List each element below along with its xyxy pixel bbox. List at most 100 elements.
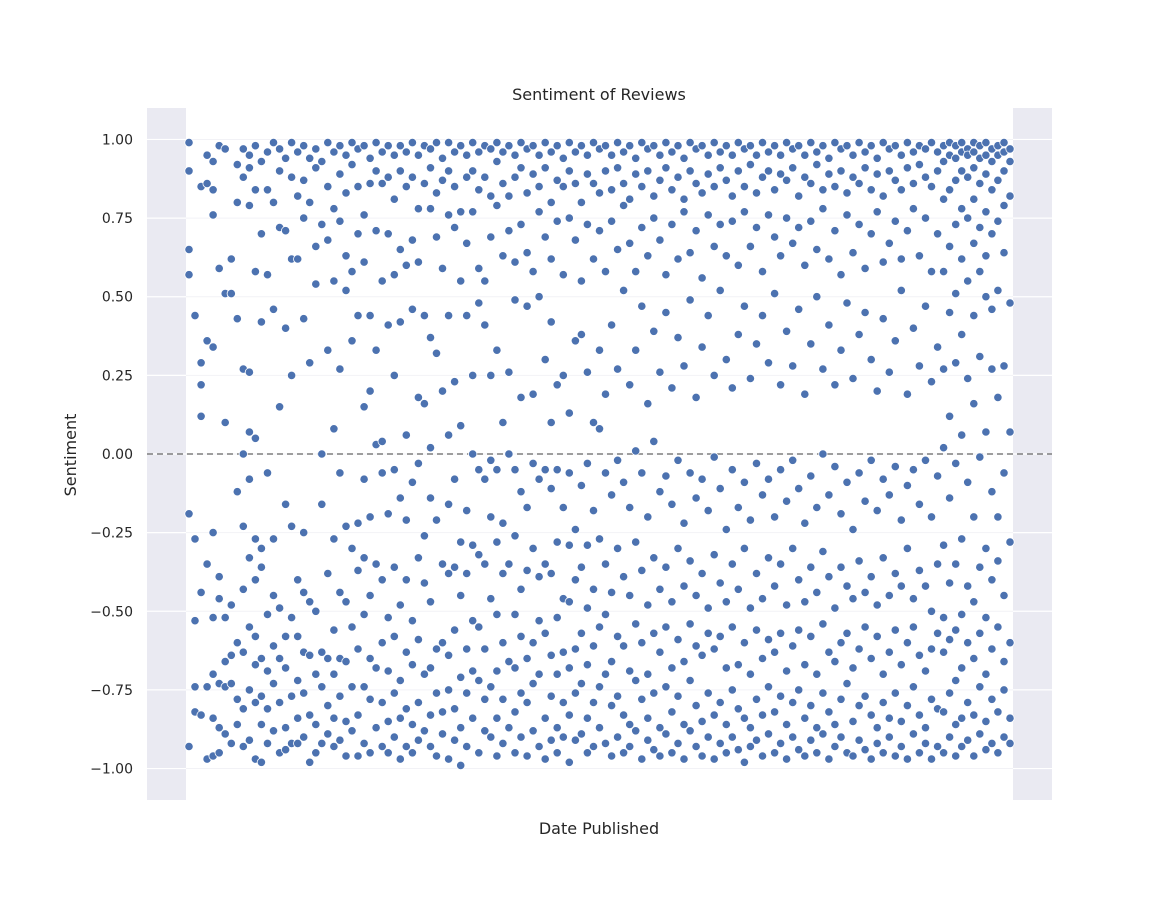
data-point: [456, 207, 466, 217]
data-point: [951, 288, 961, 299]
data-point: [564, 408, 574, 418]
data-point: [709, 710, 719, 720]
data-point: [612, 455, 623, 465]
data-point: [341, 285, 351, 295]
data-point: [685, 248, 695, 258]
data-point: [757, 490, 768, 500]
data-point: [818, 449, 828, 459]
data-point: [359, 553, 369, 563]
data-point: [957, 534, 967, 544]
data-point: [824, 169, 834, 179]
data-point: [407, 719, 417, 730]
data-point: [890, 625, 900, 635]
data-point: [323, 182, 333, 192]
data-point: [709, 644, 719, 654]
data-point: [751, 188, 762, 198]
data-point: [220, 656, 230, 667]
data-point: [830, 719, 840, 730]
data-point: [371, 559, 381, 569]
data-point: [661, 138, 671, 148]
data-point: [763, 634, 774, 645]
data-point: [250, 575, 260, 585]
data-point: [975, 628, 985, 638]
data-point: [425, 741, 436, 752]
data-point: [739, 713, 750, 723]
data-point: [498, 568, 508, 579]
data-point: [769, 232, 780, 242]
data-point: [540, 465, 550, 475]
data-point: [794, 141, 804, 151]
data-point: [655, 751, 665, 761]
data-point: [474, 465, 484, 475]
data-point: [848, 594, 858, 604]
data-point: [830, 741, 840, 752]
data-point: [377, 147, 387, 157]
data-point: [353, 518, 363, 528]
data-point: [184, 166, 194, 176]
data-point: [896, 515, 906, 525]
data-point: [600, 738, 611, 749]
data-point: [938, 443, 949, 453]
data-point: [413, 204, 423, 214]
data-point: [413, 553, 423, 563]
data-point: [920, 301, 931, 311]
data-point: [938, 612, 949, 623]
data-point: [443, 138, 454, 148]
data-point: [818, 546, 828, 557]
data-point: [914, 361, 925, 371]
data-point: [299, 732, 309, 742]
data-point: [280, 226, 291, 236]
data-point: [920, 738, 931, 749]
data-point: [214, 594, 224, 604]
data-point: [582, 219, 593, 229]
data-point: [781, 666, 792, 676]
data-point: [317, 499, 327, 509]
data-point: [383, 748, 393, 758]
data-point: [570, 235, 581, 245]
data-point: [443, 430, 454, 440]
data-point: [751, 458, 762, 468]
data-point: [564, 663, 574, 673]
data-point: [999, 200, 1009, 211]
data-point: [908, 204, 919, 214]
data-point: [600, 468, 611, 478]
data-point: [679, 194, 689, 204]
data-point: [413, 735, 423, 745]
data-point: [727, 732, 737, 742]
data-point: [359, 210, 369, 220]
data-point: [431, 515, 442, 525]
data-point: [824, 490, 834, 500]
data-point: [540, 232, 550, 242]
data-point: [546, 147, 556, 157]
data-point: [317, 682, 327, 692]
data-point: [262, 468, 273, 478]
data-point: [745, 373, 756, 384]
data-point: [703, 150, 713, 160]
data-point: [775, 691, 786, 701]
data-point: [256, 562, 266, 572]
data-point: [878, 553, 888, 563]
data-point: [407, 748, 417, 758]
data-point: [866, 754, 876, 764]
data-point: [739, 543, 750, 554]
data-point: [618, 285, 629, 295]
data-point: [836, 166, 846, 176]
data-point: [763, 147, 774, 157]
data-point: [395, 600, 405, 610]
data-point: [655, 367, 665, 377]
data-point: [492, 751, 502, 761]
data-point: [914, 710, 925, 720]
data-point: [769, 288, 780, 299]
data-point: [311, 748, 321, 758]
data-point: [679, 581, 689, 591]
data-point: [456, 723, 466, 733]
data-point: [963, 638, 973, 648]
data-point: [1005, 144, 1015, 154]
data-point: [335, 691, 345, 701]
data-point: [679, 518, 689, 528]
data-point: [256, 653, 266, 664]
data-point: [196, 710, 206, 720]
data-point: [824, 754, 834, 764]
data-point: [323, 700, 333, 711]
data-point: [612, 163, 623, 173]
